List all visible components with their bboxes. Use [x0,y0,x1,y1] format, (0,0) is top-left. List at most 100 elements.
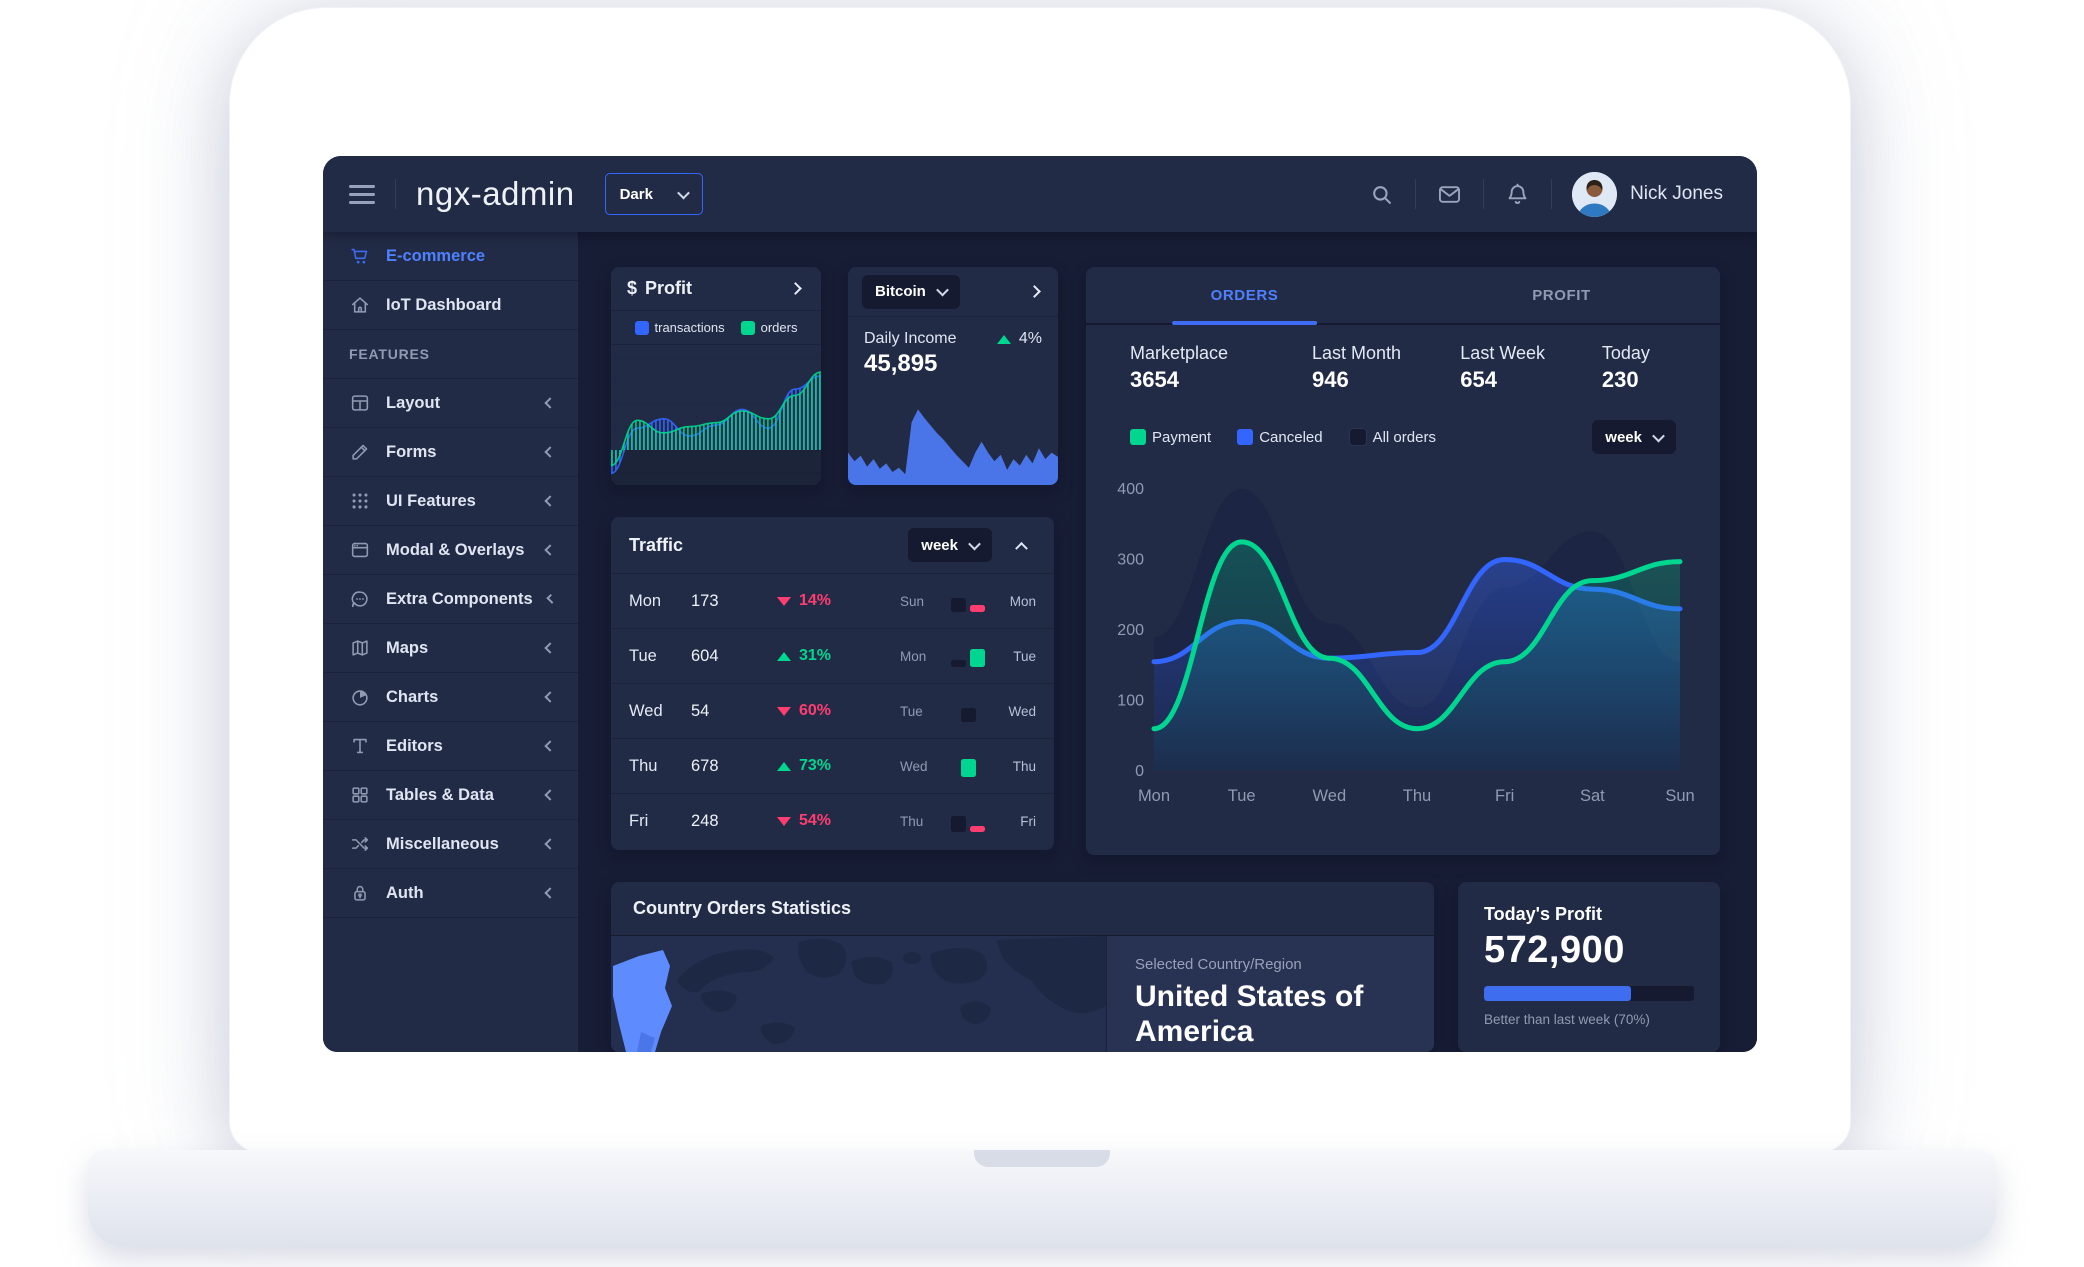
legend-item: Payment [1130,429,1211,446]
lock-icon [349,882,371,904]
traffic-comparison: Tue Wed [900,700,1036,722]
legend-color-chip [1130,429,1146,445]
chevron-left-icon [544,397,556,409]
chevron-right-icon[interactable] [785,279,805,299]
user-name[interactable]: Nick Jones [1630,183,1723,204]
world-map[interactable] [611,936,1106,1052]
sidebar-item-iot-dashboard[interactable]: IoT Dashboard [323,281,578,330]
avatar[interactable] [1572,171,1618,217]
shuffle-icon [349,833,371,855]
currency-select[interactable]: Bitcoin [862,274,960,309]
profit-legend: transactions orders [611,311,821,345]
traffic-day: Thu [629,756,658,775]
collapse-button[interactable] [1006,541,1036,555]
compare-from-label: Sun [900,593,925,609]
traffic-row-mon[interactable]: Mon 173 14% Sun Mon [611,573,1054,628]
all-orders-toggle[interactable]: All orders [1348,428,1436,446]
orders-profit-tabs: ORDERS PROFIT [1086,267,1720,325]
traffic-card-header: Traffic week [611,517,1054,573]
orders-chart-legend: Payment Canceled All orders week [1086,411,1720,463]
sidebar-item-modal-overlays[interactable]: Modal & Overlays [323,526,578,575]
sidebar-group-label: FEATURES [323,330,578,379]
traffic-value: 248 [691,811,719,830]
search-icon[interactable] [1368,181,1395,208]
legend-label: Canceled [1259,428,1323,446]
sidebar-item-layout[interactable]: Layout [323,379,578,428]
browser-icon [349,539,371,561]
prev-day-bar [951,598,966,612]
comparison-bars [944,810,992,832]
checkbox[interactable] [1348,428,1367,446]
sidebar-item-extra-components[interactable]: Extra Components [323,575,578,624]
laptop-screen: ngx-admin Dark [230,8,1850,1152]
svg-text:Wed: Wed [1313,787,1347,805]
email-icon[interactable] [1436,181,1463,208]
app-header: ngx-admin Dark [323,156,1757,232]
sidebar-item-ui-features[interactable]: UI Features [323,477,578,526]
sidebar-item-miscellaneous[interactable]: Miscellaneous [323,820,578,869]
sidebar-item-forms[interactable]: Forms [323,428,578,477]
sidebar-item-label: Auth [386,883,424,902]
sidebar-item-label: Layout [386,393,441,412]
tab-profit[interactable]: PROFIT [1532,286,1591,304]
orders-stats: Marketplace 3654 Last Month 946 Last Week 654… [1086,325,1720,411]
traffic-delta: 73% [777,757,885,775]
svg-text:100: 100 [1117,693,1144,710]
traffic-delta-value: 60% [799,702,832,719]
sidebar-item-charts[interactable]: Charts [323,673,578,722]
svg-text:Sun: Sun [1665,787,1694,805]
message-circle-icon [349,588,371,610]
stat-marketplace: Marketplace 3654 [1130,343,1312,393]
sidebar-item-label: UI Features [386,491,476,510]
stat-value: 946 [1312,367,1349,392]
sidebar-item-label: Editors [386,736,443,755]
main-content: $ Profit transactions orders Bitcoin [578,232,1757,1052]
traffic-row-wed[interactable]: Wed 54 60% Tue Wed [611,683,1054,738]
triangle-up-icon [777,651,791,661]
traffic-rows: Mon 173 14% Sun Mon Tue 604 31% Mon Tue Wed 54 60% Tu… [611,573,1054,848]
sidebar-item-label: Tables & Data [386,785,494,804]
sidebar-item-editors[interactable]: Editors [323,722,578,771]
sidebar-item-label: Maps [386,638,429,657]
sidebar-item-e-commerce[interactable]: E-commerce [323,232,578,281]
triangle-down-icon [777,816,791,826]
profit-progress-bar [1484,986,1694,1001]
chevron-right-icon[interactable] [1024,282,1044,302]
edit-icon [349,441,371,463]
app-title: ngx-admin [416,175,575,212]
traffic-row-tue[interactable]: Tue 604 31% Mon Tue [611,628,1054,683]
traffic-value: 173 [691,591,719,610]
dashboard-window: ngx-admin Dark [323,156,1757,1052]
country-card-title: Country Orders Statistics [633,898,852,918]
comparison-bars [944,590,992,612]
bell-icon[interactable] [1504,181,1531,208]
tab-orders[interactable]: ORDERS [1086,267,1403,323]
traffic-row-fri[interactable]: Fri 248 54% Thu Fri [611,793,1054,848]
current-day-bar [970,826,985,832]
sidebar: E-commerce IoT Dashboard FEATURES Layout For… [323,232,578,1052]
sidebar-item-tables-data[interactable]: Tables & Data [323,771,578,820]
traffic-value: 54 [691,701,710,720]
svg-text:Tue: Tue [1228,787,1256,805]
sidebar-item-label: Forms [386,442,437,461]
traffic-title: Traffic [629,534,684,555]
map-icon [349,637,371,659]
compare-to-label: Tue [1013,648,1036,664]
profit-mini-chart [611,357,821,485]
menu-toggle-icon[interactable] [349,184,375,204]
compare-to-label: Thu [1012,758,1036,774]
profit-card: $ Profit transactions orders [611,267,821,485]
theme-select[interactable]: Dark [604,173,703,215]
comparison-bars [944,645,992,667]
traffic-comparison: Sun Mon [900,590,1036,612]
sidebar-item-maps[interactable]: Maps [323,624,578,673]
compare-from-label: Mon [900,648,927,664]
traffic-period-select[interactable]: week [908,528,992,562]
orders-period-select[interactable]: week [1592,420,1676,454]
sidebar-item-auth[interactable]: Auth [323,869,578,918]
traffic-row-thu[interactable]: Thu 678 73% Wed Thu [611,738,1054,793]
daily-income-value: 45,895 [864,350,938,377]
theme-select-value: Dark [619,185,653,203]
stat-label: Last Week [1460,343,1546,363]
daily-income-delta: 4% [1018,330,1042,347]
